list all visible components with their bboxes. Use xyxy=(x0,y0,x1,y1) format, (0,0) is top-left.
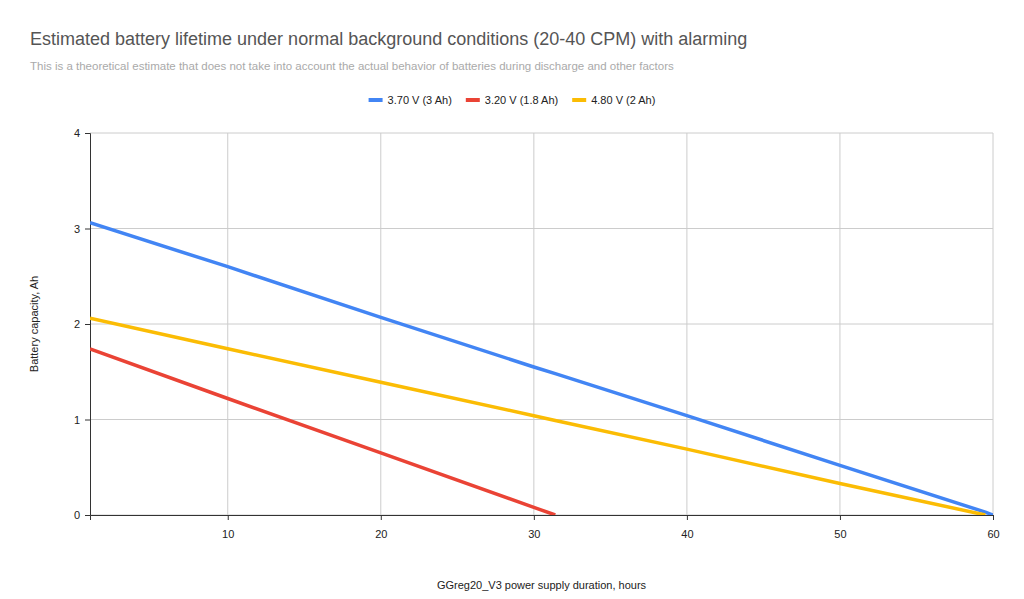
x-grid-line xyxy=(227,133,228,515)
legend-label: 3.20 V (1.8 Ah) xyxy=(485,94,558,106)
x-grid-line xyxy=(993,133,994,515)
series-line xyxy=(90,318,985,515)
tick: 1 xyxy=(74,414,90,426)
tick-mark xyxy=(85,229,90,230)
y-axis: 0 1 2 3 4 xyxy=(74,127,91,521)
tick-mark xyxy=(381,515,382,520)
tick-mark xyxy=(840,515,841,520)
legend-item: 3.20 V (1.8 Ah) xyxy=(466,94,558,106)
y-grid-line xyxy=(90,324,993,325)
x-axis-title: GGreg20_V3 power supply duration, hours xyxy=(437,579,647,591)
subtitle: This is a theoretical estimate that does… xyxy=(30,60,674,72)
chart: Estimated battery lifetime under normal … xyxy=(0,0,1024,599)
tick-label: 3 xyxy=(74,223,80,235)
tick-mark xyxy=(993,515,994,520)
x-grid-line xyxy=(380,133,381,515)
x-grid-line xyxy=(686,133,687,515)
tick-mark xyxy=(228,515,229,520)
series-line xyxy=(90,349,555,515)
tick: 3 xyxy=(74,223,90,235)
tick-mark xyxy=(85,420,90,421)
grid xyxy=(90,133,993,515)
tick: 2 xyxy=(74,318,90,330)
tick-label: 4 xyxy=(74,127,80,139)
tick-label: 20 xyxy=(375,528,387,540)
tick-mark xyxy=(85,324,90,325)
tick: 0 xyxy=(74,509,90,521)
legend-item: 3.70 V (3 Ah) xyxy=(369,94,452,106)
legend: 3.70 V (3 Ah) 3.20 V (1.8 Ah) 4.80 V (2 Ah… xyxy=(369,94,656,106)
tick: 20 xyxy=(375,515,387,540)
tick-mark xyxy=(687,515,688,520)
legend-item: 4.80 V (2 Ah) xyxy=(572,94,655,106)
tick-label: 50 xyxy=(834,528,846,540)
tick: 10 xyxy=(222,515,234,540)
tick: 4 xyxy=(74,127,90,139)
x-axis-line xyxy=(91,516,994,521)
tick-label: 0 xyxy=(74,509,80,521)
tick-mark xyxy=(85,515,90,516)
legend-swatch xyxy=(466,98,480,102)
legend-label: 4.80 V (2 Ah) xyxy=(591,94,655,106)
tick-mark xyxy=(85,133,90,134)
legend-label: 3.70 V (3 Ah) xyxy=(388,94,452,106)
tick-label: 10 xyxy=(222,528,234,540)
title: Estimated battery lifetime under normal … xyxy=(30,29,747,49)
series-line xyxy=(90,223,993,515)
y-axis-line xyxy=(85,134,91,516)
tick: 40 xyxy=(681,515,693,540)
tick: 50 xyxy=(834,515,846,540)
x-axis: 10 20 30 40 50 60 xyxy=(91,515,1000,540)
tick-mark xyxy=(534,515,535,520)
x-grid-line xyxy=(533,133,534,515)
tick: 30 xyxy=(528,515,540,540)
tick-label: 30 xyxy=(528,528,540,540)
series-group xyxy=(90,223,993,515)
legend-swatch xyxy=(369,98,383,102)
x-grid-line xyxy=(839,133,840,515)
y-grid-line xyxy=(90,133,993,134)
tick: 60 xyxy=(987,515,999,540)
tick-label: 1 xyxy=(74,414,80,426)
tick-label: 2 xyxy=(74,318,80,330)
plot-area: 10 20 30 40 50 60 0 1 2 3 4 xyxy=(74,127,1000,540)
tick-label: 60 xyxy=(987,528,999,540)
y-axis-title: Battery capacity, Ah xyxy=(28,276,40,372)
y-grid-line xyxy=(90,228,993,229)
tick-label: 40 xyxy=(681,528,693,540)
legend-swatch xyxy=(572,98,586,102)
